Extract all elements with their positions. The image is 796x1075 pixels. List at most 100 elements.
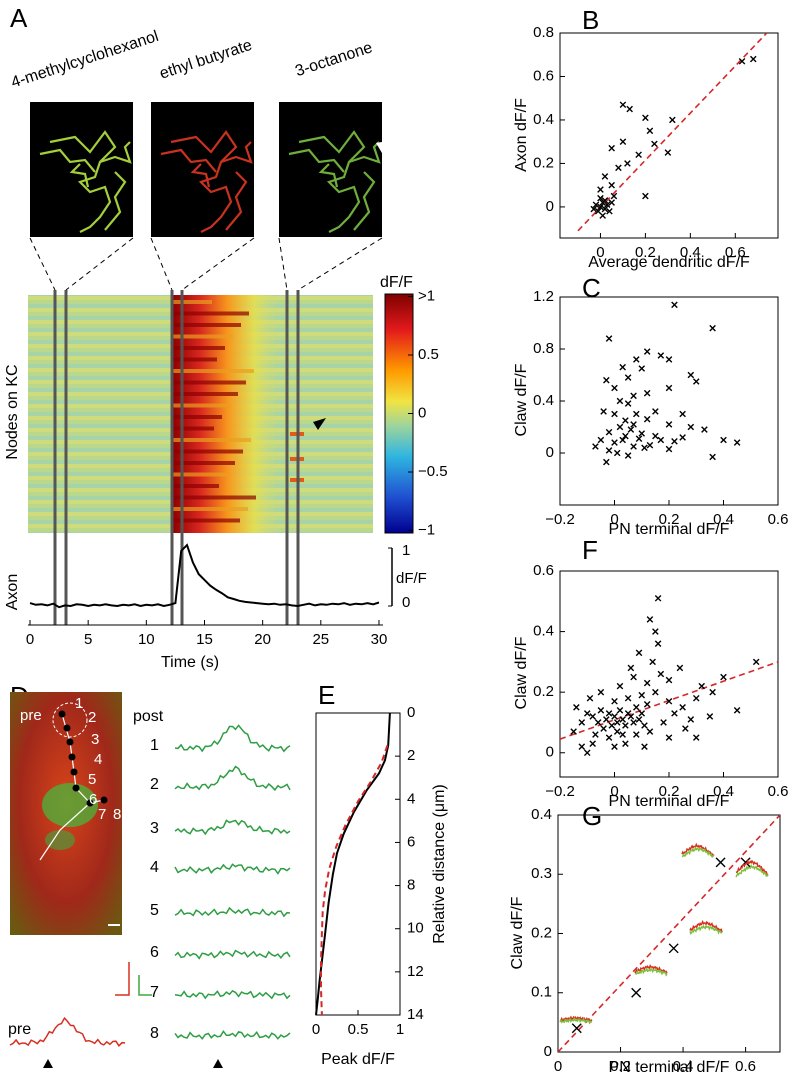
scatter-point [605, 447, 613, 454]
axes-frame [315, 712, 401, 1016]
y-tick-label: 10 [407, 920, 424, 937]
scatter-point [687, 371, 695, 379]
scatter-point [638, 365, 646, 372]
zoom-line [65, 237, 134, 291]
scale-label: 0 [402, 594, 410, 611]
scatter-point [578, 719, 586, 726]
scatter-point [633, 704, 640, 711]
scatter-point [573, 704, 580, 711]
mini-trace [681, 846, 715, 859]
scatter-point [733, 439, 741, 446]
scatter-point [692, 378, 700, 385]
post-trace [174, 765, 291, 792]
zoom-line [297, 237, 383, 291]
x-axis-label: Time (s) [161, 654, 219, 671]
x-axis-label: Average dendritic dF/F [588, 254, 750, 271]
scatter-point [624, 452, 632, 459]
scatter-point [706, 713, 714, 720]
y-tick-label: 0 [546, 744, 554, 761]
scatter-point [641, 444, 648, 452]
scatter-point [643, 389, 651, 397]
zoom-line [29, 237, 56, 291]
heatmap-row [172, 392, 238, 396]
mini-trace [735, 863, 769, 878]
scatter-point [646, 127, 654, 135]
mini-trace [689, 919, 723, 933]
heatmap-row [172, 346, 225, 350]
presynaptic-outline [52, 702, 88, 738]
stimulus-marker [213, 1059, 223, 1068]
x-tick-label: −0.2 [545, 783, 575, 800]
node-dot [86, 799, 94, 807]
node-dot [58, 710, 66, 718]
image-label: 2 [88, 709, 96, 726]
axes-frame [559, 32, 779, 239]
scatter-point [611, 713, 618, 720]
scatter-point [589, 740, 596, 747]
scatter-point [597, 186, 604, 193]
scatter-point [624, 160, 631, 167]
y-tick-label: 8 [407, 877, 415, 894]
x-tick-label: 0.5 [348, 1021, 369, 1038]
scatter-point [638, 691, 646, 699]
trace-label: 8 [150, 1025, 159, 1042]
image-label: 6 [89, 791, 97, 808]
scatter-point [679, 434, 686, 441]
x-axis-label: Peak dF/F [321, 1051, 395, 1068]
scatter-point [613, 449, 621, 457]
panel-label: A [10, 3, 28, 33]
y-tick-label: 0.4 [533, 623, 554, 640]
image-label: 4 [94, 751, 102, 768]
scatter-point [682, 725, 689, 732]
x-tick-label: 0 [610, 783, 618, 800]
y-axis-label: Nodes on KC [4, 364, 21, 459]
trace-label: 2 [150, 776, 159, 793]
odor-image [151, 102, 254, 237]
node-dot [66, 738, 74, 746]
x-tick-label: 0 [312, 1021, 320, 1038]
scatter-point [624, 694, 632, 702]
odor-label: ethyl butyrate [158, 37, 255, 83]
scatter-point [642, 192, 649, 200]
scatter-point [619, 138, 627, 145]
y-tick-label: 6 [407, 833, 415, 850]
y-tick-label: 0.2 [531, 924, 552, 941]
scatter-point [642, 114, 649, 122]
mini-trace [689, 924, 723, 935]
node-dot [100, 796, 108, 804]
scatter-point [649, 658, 656, 666]
scatter-point [627, 426, 635, 433]
scatter-point [635, 649, 643, 657]
scatter-point [733, 707, 741, 714]
scatter-point [605, 428, 613, 436]
y-tick-label: 0 [546, 198, 554, 215]
y-tick-label: 0.2 [533, 154, 554, 171]
node-dot [70, 768, 78, 776]
x-tick-label: 0.4 [680, 244, 701, 261]
scatter-point [597, 194, 604, 202]
scatter-point [665, 445, 673, 453]
scatter-point [641, 722, 648, 729]
heatmap-row [172, 300, 212, 304]
scatter-point [601, 197, 609, 204]
x-axis-label: PN terminal dF/F [609, 1059, 730, 1075]
x-tick-label: 10 [138, 631, 155, 648]
scatter-point [679, 704, 686, 711]
scatter-point [652, 408, 659, 415]
scatter-point [668, 943, 679, 954]
post-trace [174, 724, 291, 753]
scatter-point [665, 734, 673, 741]
scatter-point [638, 710, 646, 717]
image-label: 8 [113, 806, 121, 823]
arrowhead [376, 141, 388, 153]
x-tick-label: 0.2 [610, 1058, 631, 1075]
image-label: pre [20, 707, 42, 724]
scatter-point [603, 376, 610, 384]
zoom-line [181, 237, 255, 291]
scatter-point [611, 439, 618, 446]
odor-image [30, 102, 133, 237]
scatter-point [583, 749, 591, 757]
trace-label: 5 [150, 902, 159, 919]
scatter-point [630, 421, 637, 428]
